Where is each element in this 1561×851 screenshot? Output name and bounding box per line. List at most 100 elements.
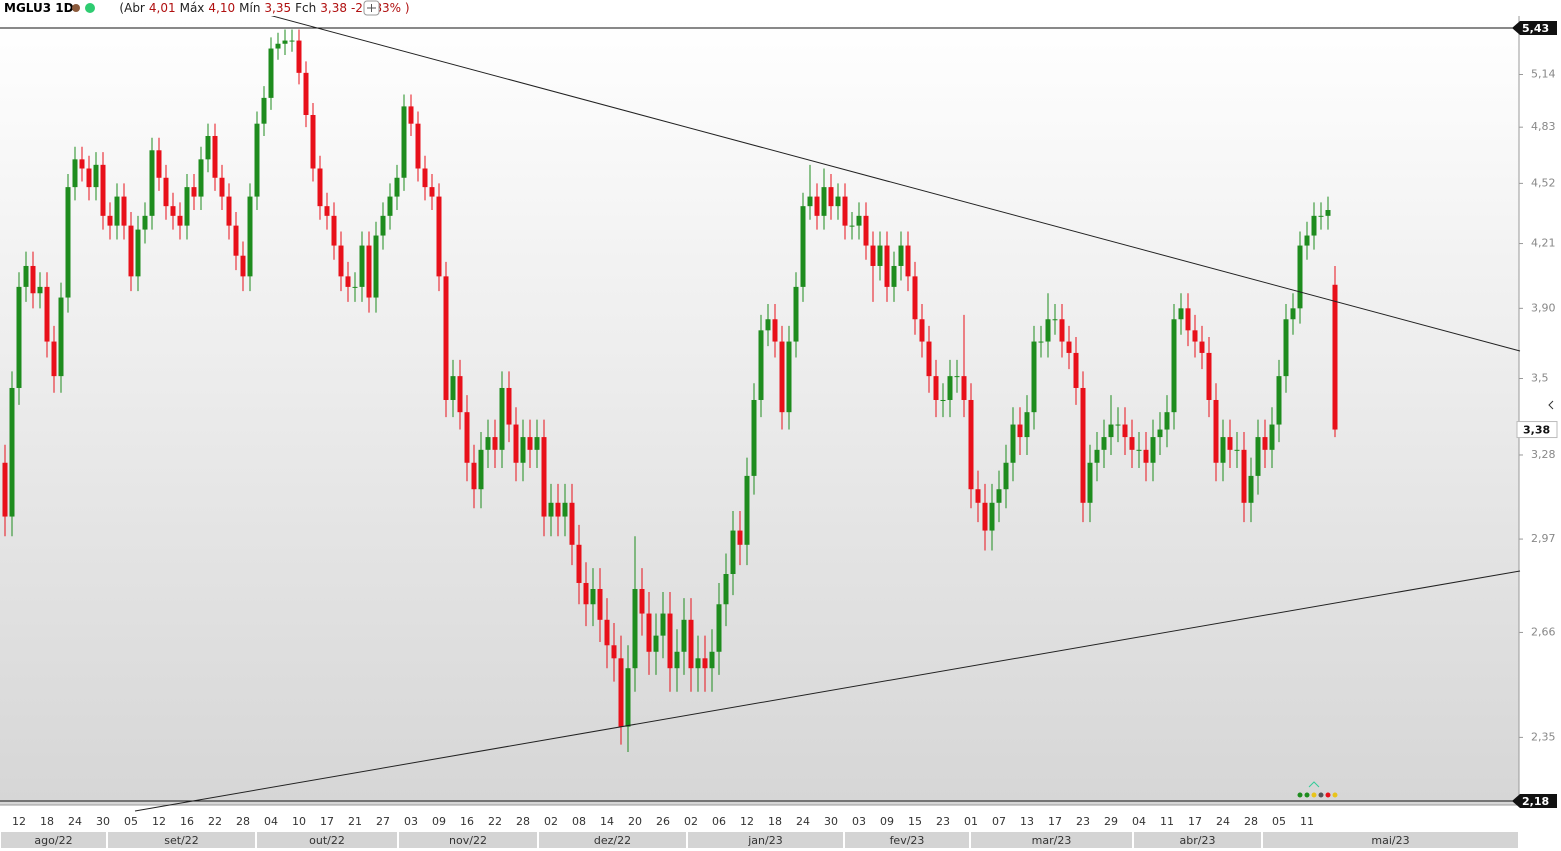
month-label: dez/22: [594, 834, 631, 847]
month-band: [539, 832, 686, 848]
candle-body: [807, 196, 813, 207]
candle-body: [226, 196, 232, 226]
candle-body: [359, 245, 365, 287]
candle-body: [1171, 319, 1177, 413]
candle-body: [856, 215, 862, 226]
x-tick-label: 17: [1188, 815, 1202, 828]
candle-body: [30, 265, 36, 294]
candle-body: [877, 245, 883, 266]
y-tick-label: 5,14: [1531, 67, 1556, 80]
candle-body: [1143, 449, 1149, 463]
y-tick-label: 4,21: [1531, 237, 1556, 250]
candle-body: [604, 619, 610, 646]
candle-body: [765, 319, 771, 331]
candle-body: [1220, 437, 1226, 463]
candle-body: [541, 437, 547, 517]
candle-body: [716, 604, 722, 652]
candle-body: [345, 276, 351, 287]
candle-body: [905, 245, 911, 277]
candle-body: [506, 387, 512, 425]
candle-body: [135, 229, 141, 277]
candle-body: [975, 489, 981, 503]
header: MGLU3 1D (Abr 4,01 Máx 4,10 Mín 3,35 Fch 3,38 -2…: [4, 1, 410, 15]
candle-body: [1080, 387, 1086, 503]
y-tick-label: 3,5: [1531, 371, 1549, 384]
x-tick-label: 07: [992, 815, 1006, 828]
candle-body: [660, 613, 666, 636]
candle-body: [1206, 352, 1212, 400]
candle-body: [1311, 215, 1317, 236]
x-tick-label: 30: [824, 815, 838, 828]
candle-body: [947, 376, 953, 400]
x-tick-label: 24: [1216, 815, 1230, 828]
x-tick-label: 18: [40, 815, 54, 828]
x-tick-label: 28: [1244, 815, 1258, 828]
candle-body: [492, 437, 498, 450]
candle-body: [933, 376, 939, 400]
field-label: Mín: [239, 1, 260, 15]
candle-body: [709, 651, 715, 669]
candle-body: [373, 235, 379, 298]
x-tick-label: 04: [1132, 815, 1146, 828]
month-band: [257, 832, 397, 848]
candle-body: [1115, 424, 1121, 426]
candle-body: [247, 196, 253, 277]
candle-body: [51, 341, 57, 377]
candle-body: [121, 196, 127, 226]
candle-body: [317, 168, 323, 207]
candle-body: [625, 668, 631, 727]
candle-body: [205, 135, 211, 160]
candle-body: [464, 412, 470, 463]
x-tick-label: 12: [740, 815, 754, 828]
candle-body: [800, 206, 806, 287]
candle-body: [681, 619, 687, 652]
candle-body: [58, 297, 64, 377]
x-tick-label: 04: [264, 815, 278, 828]
month-label: set/22: [164, 834, 199, 847]
candle-body: [1038, 341, 1044, 343]
candle-body: [1276, 376, 1282, 425]
candle-body: [576, 544, 582, 583]
candle-body: [884, 245, 890, 287]
candle-body: [1108, 424, 1114, 438]
candle-body: [513, 424, 519, 463]
candle-body: [485, 437, 491, 450]
candle-body: [1241, 449, 1247, 503]
collapse-arrow[interactable]: [1548, 400, 1554, 410]
candle-body: [366, 245, 372, 298]
field-label: (Abr: [119, 1, 145, 15]
x-tick-label: 12: [12, 815, 26, 828]
candle-body: [1164, 412, 1170, 430]
candle-body: [1024, 412, 1030, 438]
candle-body: [177, 215, 183, 226]
x-tick-label: 28: [236, 815, 250, 828]
candle-body: [597, 588, 603, 620]
candle-body: [674, 651, 680, 669]
candle-body: [422, 168, 428, 188]
candle-body: [72, 159, 78, 188]
candle-body: [758, 330, 764, 400]
y-tick-label: 2,66: [1531, 625, 1556, 638]
month-label: jan/23: [747, 834, 782, 847]
y-tick-label: 2,35: [1531, 730, 1556, 743]
candle-body: [1297, 245, 1303, 309]
limit-box: [1512, 794, 1557, 808]
candle-body: [478, 449, 484, 490]
candle-body: [1052, 319, 1058, 321]
candle-body: [1073, 352, 1079, 388]
candle-body: [926, 341, 932, 377]
x-tick-label: 23: [936, 815, 950, 828]
candle-body: [1178, 308, 1184, 320]
candle-body: [352, 286, 358, 288]
candle-body: [1157, 429, 1163, 438]
x-tick-label: 17: [1048, 815, 1062, 828]
x-tick-label: 14: [600, 815, 614, 828]
y-limit-label: 2,18: [1522, 795, 1549, 808]
candle-body: [821, 187, 827, 216]
candle-body: [814, 196, 820, 216]
candle-body: [863, 215, 869, 246]
x-tick-label: 22: [208, 815, 222, 828]
limit-box: [1512, 21, 1557, 35]
month-band: [688, 832, 843, 848]
